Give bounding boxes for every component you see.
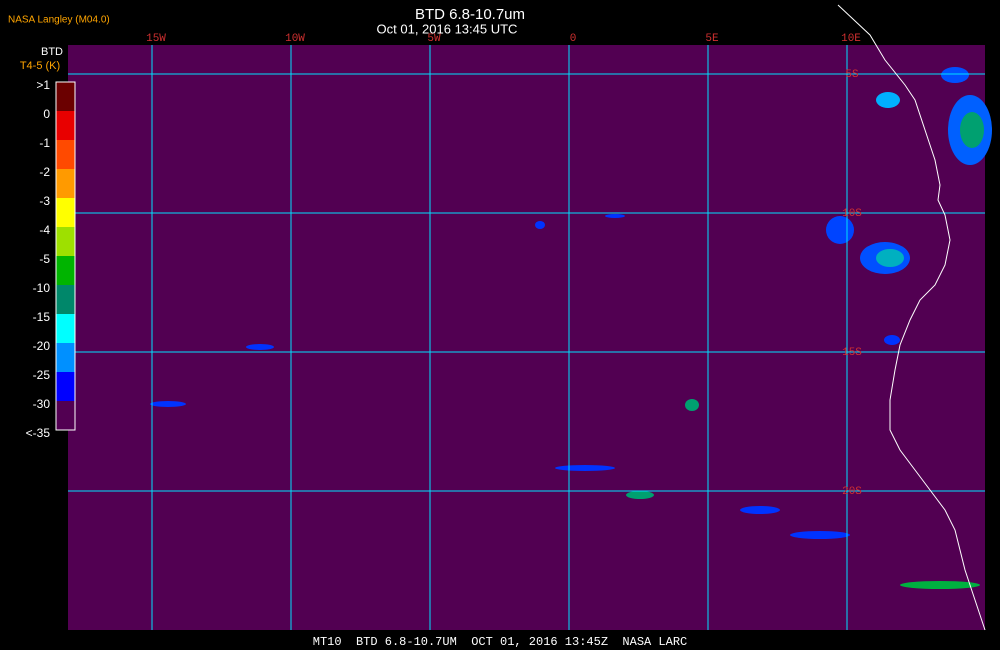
legend-label: -20	[33, 339, 51, 353]
org-label: NASA Langley (M04.0)	[8, 15, 110, 26]
footer: MT10 BTD 6.8-10.7UM OCT 01, 2016 13:45Z …	[313, 635, 687, 649]
no-data	[0, 440, 68, 630]
legend-units: T4-5 (K)	[20, 60, 60, 72]
legend-swatch	[56, 111, 75, 140]
legend-swatch	[56, 256, 75, 285]
latitude-label: 10S	[842, 208, 862, 220]
legend-label: -30	[33, 397, 51, 411]
legend-swatch	[56, 198, 75, 227]
legend-swatch	[56, 343, 75, 372]
legend-label: -10	[33, 281, 51, 295]
legend-label: >1	[36, 78, 50, 92]
longitude-label: 10E	[841, 33, 861, 45]
legend-swatch	[56, 82, 75, 111]
longitude-label: 0	[570, 33, 577, 45]
legend-label: -4	[39, 223, 50, 237]
latitude-label: 20S	[842, 486, 862, 498]
legend-label: -5	[39, 252, 50, 266]
latitude-label: 15S	[842, 347, 862, 359]
longitude-label: 15W	[146, 33, 166, 45]
latitude-label: 5S	[845, 69, 859, 81]
legend-swatch	[56, 285, 75, 314]
legend-label: -15	[33, 310, 51, 324]
title: BTD 6.8-10.7um	[415, 6, 525, 23]
legend-label: 0	[43, 107, 50, 121]
legend-label: -3	[39, 194, 50, 208]
legend-swatch	[56, 314, 75, 343]
legend-swatch	[56, 140, 75, 169]
legend-title: BTD	[41, 46, 63, 58]
legend-swatch	[56, 169, 75, 198]
cloud-pixels	[150, 67, 992, 589]
legend-swatch	[56, 227, 75, 256]
subtitle: Oct 01, 2016 13:45 UTC	[377, 21, 518, 36]
legend-label: <-35	[26, 426, 51, 440]
legend-label: -1	[39, 136, 50, 150]
legend-frame	[55, 81, 76, 431]
graticule: 15W 10W 5W 0 5E 10E 5S 10S 15S 20S	[68, 33, 985, 630]
coastline	[837, 4, 986, 631]
longitude-label: 5W	[427, 33, 441, 45]
longitude-label: 10W	[285, 33, 305, 45]
legend-label: -25	[33, 368, 51, 382]
legend: >1 0 -1 -2 -3 -4 -5 -10 -15 -20 -25 -30 <-35	[26, 78, 76, 440]
legend-swatch	[56, 372, 75, 401]
longitude-label: 5E	[705, 33, 719, 45]
legend-swatch	[56, 401, 75, 430]
legend-label: -2	[39, 165, 50, 179]
